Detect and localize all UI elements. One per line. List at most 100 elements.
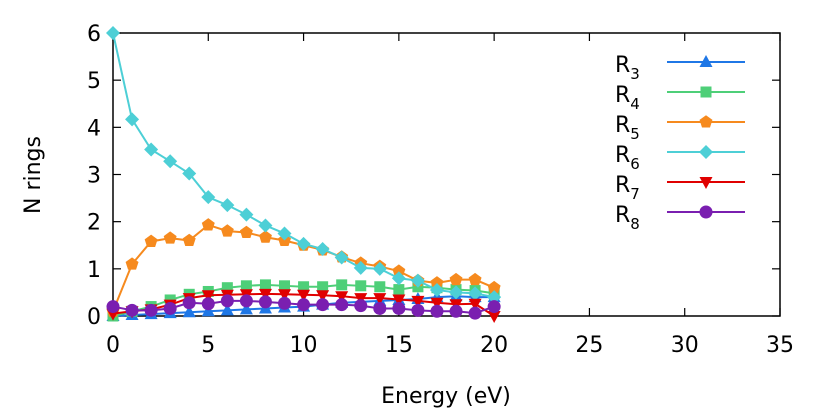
point-r8: [430, 304, 444, 318]
point-r3: [201, 304, 215, 317]
point-r5: [430, 276, 444, 289]
point-r6: [334, 250, 349, 265]
point-r7: [487, 311, 501, 323]
axis-ticks: 0 5 10 15 20 25 30 35 0 1 2 3 4 5 6: [87, 22, 794, 358]
point-r5: [468, 272, 482, 286]
point-r4: [298, 281, 310, 293]
point-r8: [335, 298, 349, 312]
point-r8: [316, 298, 330, 312]
point-r6: [163, 154, 178, 169]
point-r8: [163, 301, 177, 315]
point-r6: [239, 207, 254, 222]
point-r8: [220, 294, 234, 308]
legend-marker: [699, 55, 713, 67]
point-r8: [411, 303, 425, 317]
point-r8: [278, 296, 292, 310]
legend-item-r5: R5: [615, 113, 745, 143]
y-tick-label: 3: [87, 164, 101, 189]
plot-frame: [112, 32, 781, 317]
point-r5: [487, 280, 501, 294]
legend-label: R7: [615, 173, 640, 203]
point-r6: [201, 190, 216, 205]
point-r7: [258, 288, 272, 301]
point-r6: [429, 283, 444, 298]
point-r6: [391, 271, 406, 286]
y-tick-label: 2: [87, 211, 101, 236]
y-axis-label: N rings: [21, 136, 46, 214]
point-r7: [297, 289, 311, 302]
point-r6: [410, 273, 425, 288]
x-tick-label: 35: [766, 333, 794, 358]
point-r7: [335, 291, 349, 304]
series-r8: [106, 294, 501, 320]
point-r3: [220, 303, 234, 316]
point-r5: [201, 218, 215, 231]
point-r7: [430, 297, 444, 310]
point-r5: [125, 257, 139, 270]
legend-marker: [699, 177, 713, 189]
point-r7: [411, 295, 425, 308]
x-tick-label: 5: [201, 333, 215, 358]
point-r8: [449, 304, 463, 318]
point-r4: [355, 280, 367, 292]
point-r6: [182, 166, 197, 181]
point-r8: [144, 303, 158, 317]
x-axis-label: Energy (eV): [381, 384, 511, 409]
point-r7: [278, 289, 292, 302]
point-r4: [374, 281, 386, 293]
point-r8: [354, 299, 368, 313]
point-r5: [239, 225, 253, 239]
legend-item-r3: R3: [615, 53, 745, 83]
point-r6: [144, 142, 159, 157]
point-r6: [449, 285, 464, 300]
point-r4: [393, 284, 405, 296]
point-r8: [239, 294, 253, 308]
point-r4: [279, 280, 291, 292]
x-tick-label: 30: [671, 333, 699, 358]
legend-item-r7: R7: [615, 173, 745, 203]
point-r5: [392, 264, 406, 277]
legend-label: R4: [615, 83, 640, 113]
point-r6: [106, 26, 120, 40]
x-tick-label: 10: [290, 333, 318, 358]
point-r8: [106, 300, 120, 314]
point-r5: [258, 230, 272, 243]
y-tick-label: 0: [87, 305, 101, 330]
legend-marker: [699, 115, 713, 128]
y-tick-label: 4: [87, 116, 101, 141]
y-tick-label: 6: [87, 22, 101, 47]
point-r3: [239, 302, 253, 315]
point-r7: [392, 294, 406, 307]
x-tick-label: 20: [480, 333, 508, 358]
legend-item-r6: R6: [615, 143, 745, 173]
point-r8: [297, 298, 311, 312]
point-r8: [182, 296, 196, 310]
x-tick-label: 15: [385, 333, 413, 358]
legend-label: R5: [615, 113, 640, 143]
point-r4: [240, 280, 252, 292]
series-r6: [106, 26, 502, 305]
legend-item-r4: R4: [615, 83, 745, 113]
y-tick-label: 1: [87, 258, 101, 283]
legend-marker: [700, 86, 712, 98]
point-r6: [125, 112, 140, 127]
point-r8: [125, 303, 139, 317]
legend-label: R6: [615, 143, 640, 173]
legend-item-r8: R8: [615, 203, 745, 233]
point-r8: [487, 300, 501, 314]
point-r4: [259, 279, 271, 291]
point-r5: [163, 231, 177, 244]
legend-label: R3: [615, 53, 640, 83]
point-r7: [468, 298, 482, 311]
point-r5: [182, 233, 196, 247]
point-r8: [201, 297, 215, 311]
series-layer: [106, 26, 502, 323]
point-r8: [392, 301, 406, 315]
point-r6: [277, 226, 292, 241]
y-tick-label: 5: [87, 69, 101, 94]
point-r5: [220, 224, 234, 237]
point-r6: [468, 286, 483, 301]
point-r3: [182, 305, 196, 318]
